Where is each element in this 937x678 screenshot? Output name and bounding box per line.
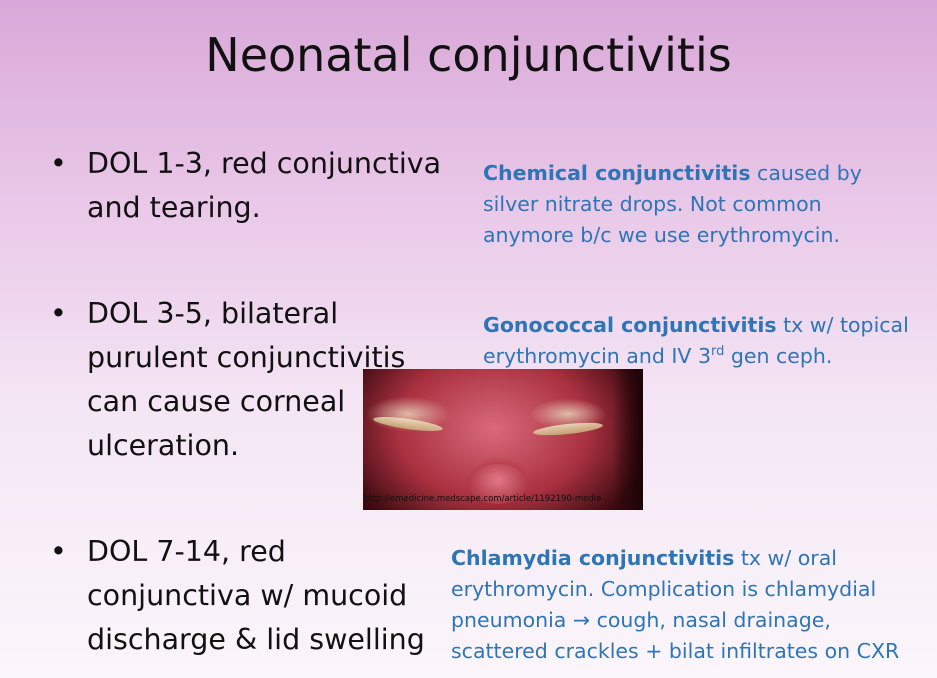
bullet-text: DOL 3-5, bilateral purulent conjunctivit… bbox=[87, 297, 406, 462]
note-heading: Chemical conjunctivitis bbox=[483, 161, 751, 185]
bullet-item: • DOL 1-3, red conjunctiva and tearing. bbox=[50, 142, 450, 230]
bullet-marker: • bbox=[50, 297, 67, 330]
right-eye-discharge bbox=[532, 420, 604, 438]
note-heading: Gonococcal conjunctivitis bbox=[483, 313, 777, 337]
bullet-item: • DOL 3-5, bilateral purulent conjunctiv… bbox=[50, 292, 450, 468]
note-text: tx w/ topical erythromycin and IV 3 bbox=[483, 313, 909, 368]
note-text: caused by silver nitrate drops. Not comm… bbox=[483, 161, 862, 247]
image-credit: http://emedicine.medscape.com/article/11… bbox=[364, 494, 602, 504]
note-chemical: Chemical conjunctivitis caused by silver… bbox=[483, 158, 883, 251]
bullet-text: DOL 7-14, red conjunctiva w/ mucoid disc… bbox=[87, 535, 425, 656]
photo-shadow bbox=[613, 369, 643, 510]
note-gonococcal: Gonococcal conjunctivitis tx w/ topical … bbox=[483, 310, 923, 372]
note-text: tx w/ oral erythromycin. Complication is… bbox=[451, 546, 900, 663]
left-eye-discharge bbox=[372, 414, 444, 434]
note-superscript: rd bbox=[711, 344, 725, 360]
note-text-end: gen ceph. bbox=[724, 344, 833, 368]
note-chlamydia: Chlamydia conjunctivitis tx w/ oral eryt… bbox=[451, 543, 921, 667]
bullet-marker: • bbox=[50, 147, 67, 180]
neonate-eye-photo bbox=[363, 369, 643, 510]
bullet-text: DOL 1-3, red conjunctiva and tearing. bbox=[87, 147, 442, 224]
bullet-marker: • bbox=[50, 535, 67, 568]
bullet-item: • DOL 7-14, red conjunctiva w/ mucoid di… bbox=[50, 530, 450, 662]
slide-title: Neonatal conjunctivitis bbox=[205, 28, 732, 82]
nose bbox=[468, 464, 528, 504]
note-heading: Chlamydia conjunctivitis bbox=[451, 546, 735, 570]
